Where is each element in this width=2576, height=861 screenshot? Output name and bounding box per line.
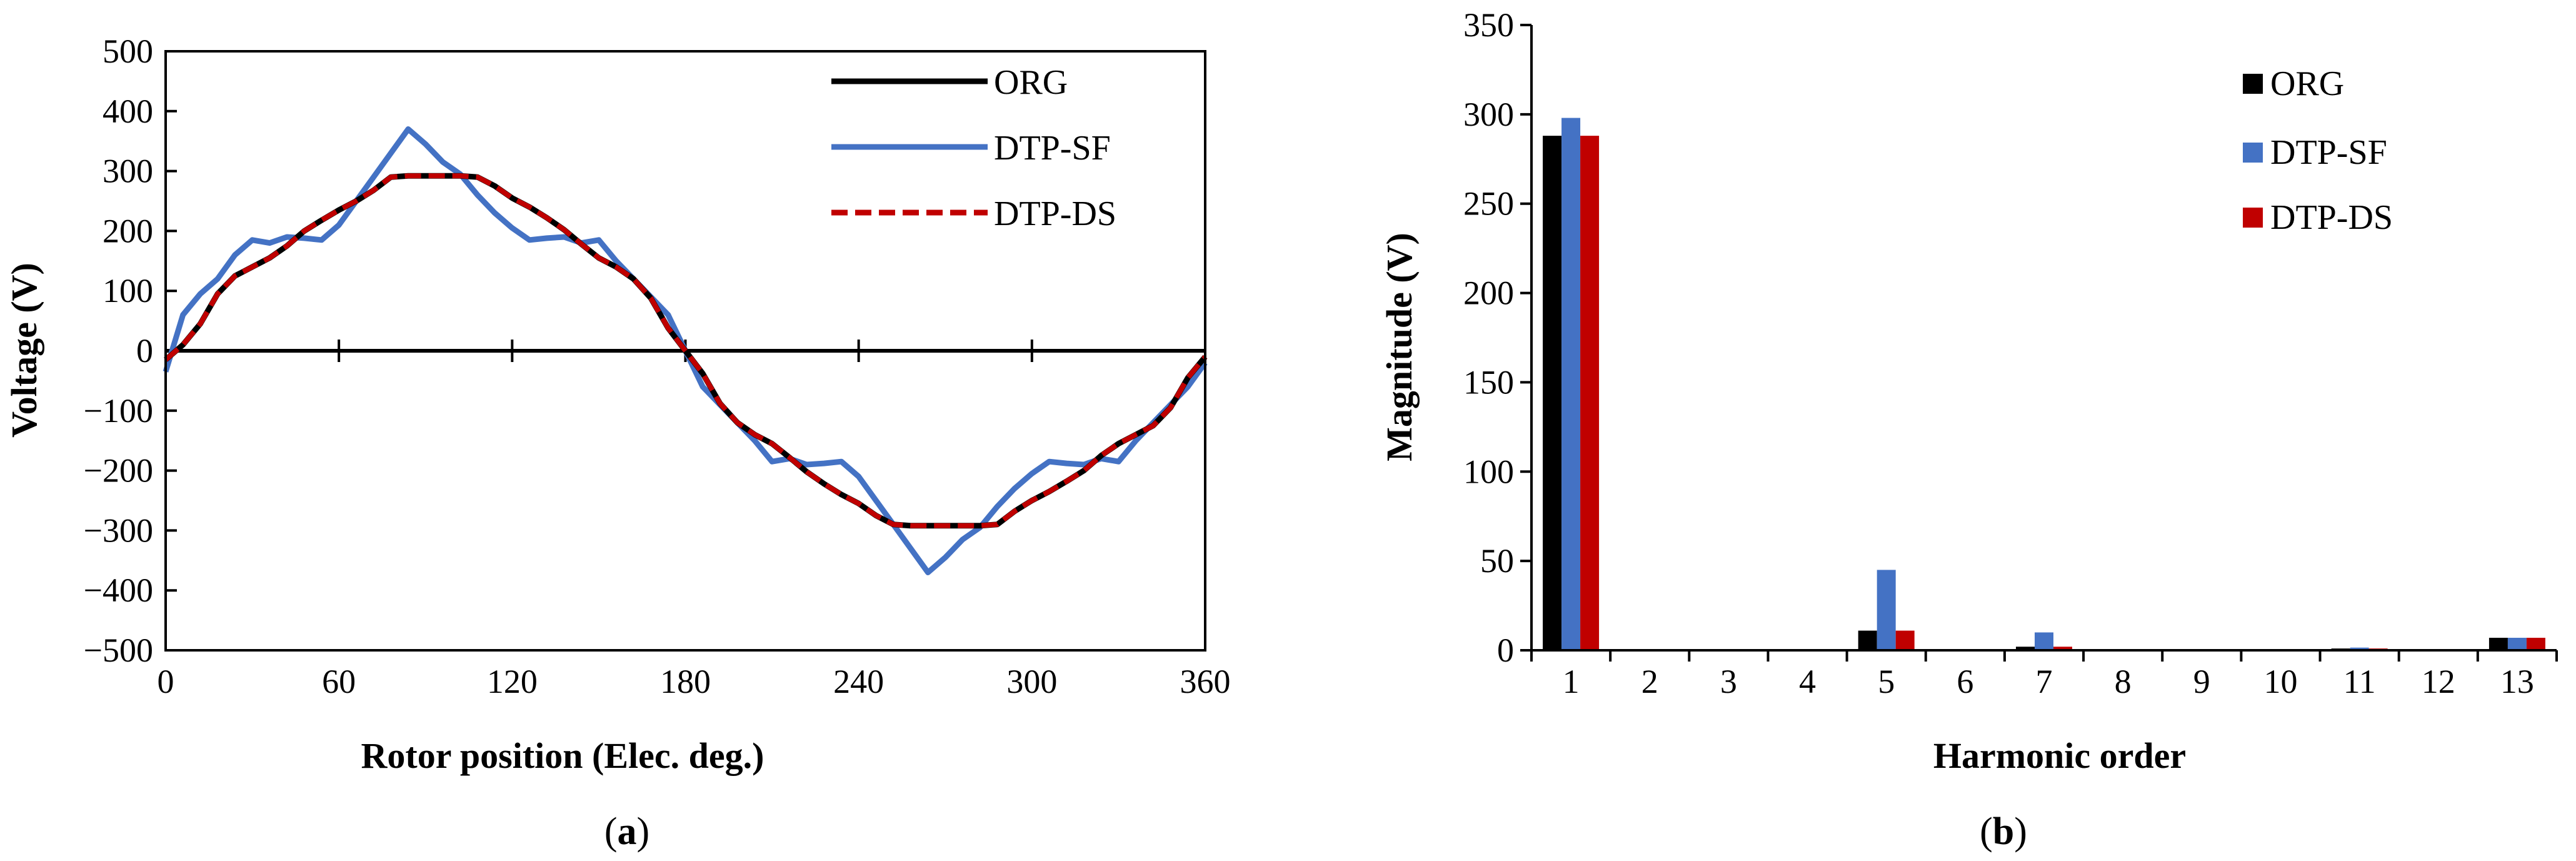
legend-swatch-dtp-ds <box>2243 208 2263 228</box>
x-tick-label: 8 <box>2115 663 2132 700</box>
y-tick-label: 0 <box>136 332 153 370</box>
y-tick-label: −500 <box>84 632 153 669</box>
bar-dtp-sf-h11 <box>2350 647 2369 650</box>
y-tick-label: 500 <box>103 33 153 70</box>
legend: ORG DTP-SF DTP-DS <box>2243 64 2393 237</box>
x-tick-label: 1 <box>1563 663 1580 700</box>
bar-dtp-ds-h1 <box>1580 136 1600 651</box>
x-tick-label: 60 <box>322 663 356 700</box>
y-tick-label: 100 <box>1463 453 1514 490</box>
series-line-dtp-ds <box>164 173 1208 528</box>
panel-caption-a: (a) <box>604 810 649 853</box>
x-tick-label: 4 <box>1799 663 1816 700</box>
x-tick-label: 10 <box>2263 663 2297 700</box>
y-tick-labels: 0 50 100 150 200 250 300 350 <box>1463 6 1514 669</box>
y-tick-label: 300 <box>1463 96 1514 133</box>
legend-label-dtp-sf: DTP-SF <box>2270 133 2387 172</box>
x-tick-label: 5 <box>1878 663 1895 700</box>
x-tick-label: 300 <box>1006 663 1057 700</box>
legend-item-dtp-ds: DTP-DS <box>2243 198 2393 237</box>
panel-letter-a: a <box>618 810 637 853</box>
y-tick-label: 250 <box>1463 185 1514 223</box>
x-tick-label: 120 <box>487 663 538 700</box>
legend-label-dtp-ds: DTP-DS <box>2270 198 2393 237</box>
line-chart: 500 400 300 200 100 0 −100 −200 −300 −400 −500 0 60… <box>4 33 1231 853</box>
x-tick-label: 7 <box>2036 663 2053 700</box>
y-tick-label: 200 <box>1463 274 1514 312</box>
y-tick-label: −200 <box>84 452 153 490</box>
legend-label-org: ORG <box>2270 64 2344 103</box>
x-tick-label: 0 <box>158 663 174 700</box>
x-axis-title: Rotor position (Elec. deg.) <box>361 735 764 776</box>
bar-org-h13 <box>2488 638 2508 650</box>
bar-dtp-sf-h1 <box>1561 118 1581 651</box>
bar-dtp-sf-h7 <box>2035 632 2053 650</box>
bar-chart-bars <box>1543 118 2545 651</box>
x-tick-label: 240 <box>833 663 884 700</box>
y-tick-label: −300 <box>84 511 153 549</box>
x-tick-label: 360 <box>1180 663 1231 700</box>
legend-label-org: ORG <box>994 63 1068 102</box>
y-tick-label: 100 <box>103 272 153 310</box>
x-tick-label: 12 <box>2422 663 2455 700</box>
y-tick-label: 50 <box>1480 542 1514 580</box>
y-tick-label: −400 <box>84 571 153 609</box>
y-axis-title: Voltage (V) <box>4 263 44 438</box>
bar-dtp-sf-h5 <box>1877 570 1896 650</box>
y-axis-title: Magnitude (V) <box>1379 233 1420 461</box>
bar-org-h7 <box>2016 647 2035 650</box>
x-tick-label: 9 <box>2193 663 2210 700</box>
legend-label-dtp-sf: DTP-SF <box>994 129 1111 168</box>
x-tick-label: 2 <box>1641 663 1658 700</box>
bar-chart-ticks <box>1520 24 2558 662</box>
legend-item-dtp-ds: DTP-DS <box>831 194 1116 233</box>
y-tick-label: 200 <box>103 212 153 249</box>
bar-dtp-sf-h13 <box>2507 638 2527 650</box>
x-axis-title: Harmonic order <box>1933 735 2186 776</box>
y-tick-label: 0 <box>1497 632 1514 669</box>
bar-org-h1 <box>1543 136 1562 651</box>
x-tick-labels: 1 2 3 4 5 6 7 8 9 10 11 12 13 <box>1563 663 2534 700</box>
bar-dtp-ds-h13 <box>2526 638 2545 650</box>
y-tick-label: 400 <box>103 93 153 130</box>
bar-dtp-ds-h7 <box>2053 647 2072 650</box>
y-tick-label: 300 <box>103 153 153 190</box>
bar-org-h5 <box>1858 630 1877 650</box>
panel-caption-b: (b) <box>1980 810 2027 853</box>
legend-item-org: ORG <box>2243 64 2344 103</box>
legend-item-org: ORG <box>831 63 1068 102</box>
legend-item-dtp-sf: DTP-SF <box>831 129 1111 168</box>
legend-item-dtp-sf: DTP-SF <box>2243 133 2387 172</box>
plot-frame <box>164 50 1206 652</box>
x-tick-label: 180 <box>660 663 711 700</box>
x-tick-labels: 0 60 120 180 240 300 360 <box>158 663 1231 700</box>
legend: ORG DTP-SF DTP-DS <box>831 63 1116 233</box>
legend-swatch-org <box>2243 74 2263 94</box>
x-tick-label: 11 <box>2343 663 2376 700</box>
y-tick-labels: 500 400 300 200 100 0 −100 −200 −300 −400 −500 <box>84 33 153 669</box>
panel-letter-b: b <box>1993 810 2014 853</box>
legend-label-dtp-ds: DTP-DS <box>994 194 1116 233</box>
y-tick-label: 150 <box>1463 363 1514 401</box>
x-tick-label: 3 <box>1720 663 1737 700</box>
y-tick-label: 350 <box>1463 6 1514 44</box>
x-tick-label: 6 <box>1957 663 1973 700</box>
y-tick-label: −100 <box>84 392 153 430</box>
legend-swatch-dtp-sf <box>2243 143 2263 163</box>
x-tick-label: 13 <box>2500 663 2534 700</box>
bar-dtp-ds-h5 <box>1895 630 1915 650</box>
line-chart-series <box>163 126 1208 575</box>
